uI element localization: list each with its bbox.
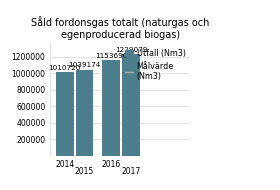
- Text: 1229079: 1229079: [115, 47, 147, 53]
- Text: 1010720: 1010720: [48, 65, 81, 71]
- Text: 2014: 2014: [55, 160, 74, 169]
- Legend: Utfall (Nm3), Målvärde
(Nm3): Utfall (Nm3), Målvärde (Nm3): [125, 48, 186, 82]
- Text: 1039174: 1039174: [68, 63, 101, 68]
- Text: 2016: 2016: [102, 160, 121, 169]
- Text: 1153690: 1153690: [95, 53, 128, 59]
- Text: 2017: 2017: [122, 167, 141, 176]
- Bar: [76, 70, 94, 156]
- Bar: [122, 54, 140, 156]
- Bar: [56, 72, 74, 156]
- Bar: [102, 60, 120, 156]
- Text: 2015: 2015: [75, 167, 94, 176]
- Title: Såld fordonsgas totalt (naturgas och
egenproducerad biogas): Såld fordonsgas totalt (naturgas och ege…: [31, 16, 210, 40]
